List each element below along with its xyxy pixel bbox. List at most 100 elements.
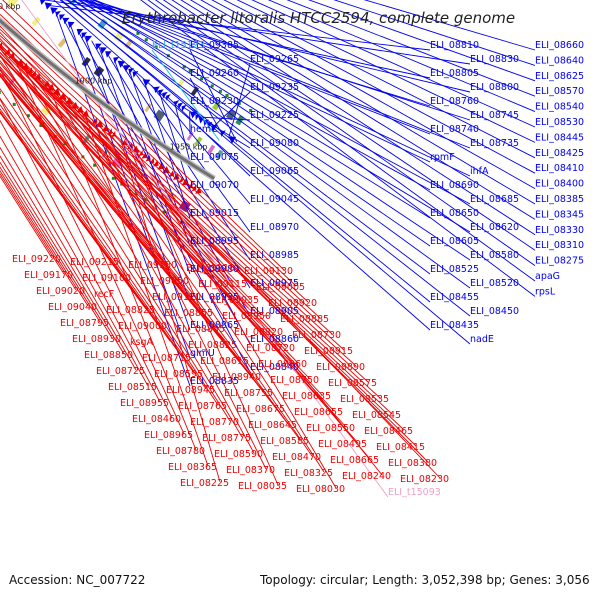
feature-bar bbox=[207, 144, 216, 155]
forward-label-connector bbox=[89, 0, 471, 205]
reverse-gene-label: ELI_08035 bbox=[238, 481, 287, 492]
forward-label-connector bbox=[140, 0, 536, 297]
forward-label-connector bbox=[154, 0, 536, 266]
forward-label-connector bbox=[200, 0, 536, 189]
forward-gene-label: ELI_08800 bbox=[470, 82, 519, 93]
gene-arrow bbox=[100, 47, 107, 54]
forward-label-connector bbox=[211, 0, 536, 174]
forward-gene-label: ELI_08810 bbox=[430, 40, 479, 51]
forward-gene-label: ELI_08445 bbox=[535, 132, 584, 143]
feature-dot bbox=[162, 210, 166, 214]
forward-label-connector bbox=[223, 0, 536, 159]
forward-label-connector bbox=[92, 0, 471, 177]
forward-gene-label: ELI_08760 bbox=[430, 96, 479, 107]
forward-gene-label: ELI_08330 bbox=[535, 225, 584, 236]
reverse-gene-label: ELI_08615 bbox=[200, 356, 249, 367]
reverse-gene-label: ELI_08380 bbox=[388, 458, 437, 469]
feature-dot bbox=[39, 124, 43, 127]
forward-gene-label: ELI_09075 bbox=[190, 152, 239, 163]
gene-arrow bbox=[63, 17, 70, 25]
forward-gene-label: hemC bbox=[190, 124, 218, 135]
feature-bar bbox=[144, 103, 153, 113]
pseudo-gene-label: ELI_t15093 bbox=[388, 487, 441, 498]
reverse-label-connector bbox=[0, 97, 195, 374]
gene-arrow bbox=[58, 92, 67, 100]
reverse-gene-label: ELI_09020 bbox=[36, 286, 85, 297]
reverse-gene-label: ELI_08465 bbox=[364, 426, 413, 437]
gene-arrow bbox=[59, 14, 66, 21]
forward-label-connector bbox=[65, 0, 431, 275]
reverse-label-connector bbox=[20, 63, 243, 438]
reverse-label-connector bbox=[55, 91, 255, 454]
forward-gene-label: ELI_08530 bbox=[535, 117, 584, 128]
reverse-label-connector bbox=[98, 123, 325, 473]
forward-gene-label: ELI_09015 bbox=[190, 208, 239, 219]
reverse-gene-label: ELI_08775 bbox=[202, 433, 251, 444]
feature-dot bbox=[136, 31, 140, 35]
reverse-gene-label: ELI_08585 bbox=[260, 436, 309, 447]
reverse-gene-label: ELI_09120 bbox=[152, 292, 201, 303]
forward-gene-label: rpmF bbox=[430, 152, 455, 163]
forward-label-connector bbox=[71, 0, 431, 247]
reverse-label-connector bbox=[0, 119, 149, 387]
forward-gene-label: ELI_08310 bbox=[535, 240, 584, 251]
gene-arrow bbox=[138, 149, 143, 157]
forward-label-connector bbox=[77, 0, 431, 219]
feature-dot bbox=[26, 114, 30, 118]
forward-gene-label: ELI_09080 bbox=[250, 138, 299, 149]
forward-gene-label: ELI_08620 bbox=[470, 222, 519, 233]
feature-bar bbox=[177, 77, 186, 87]
reverse-label-connector bbox=[48, 85, 197, 451]
reverse-label-connector bbox=[0, 155, 113, 339]
feature-bar bbox=[113, 30, 125, 43]
reverse-gene-label: ELI_08370 bbox=[226, 465, 275, 476]
reverse-gene-label: ELI_09115 bbox=[198, 279, 247, 290]
feature-dot bbox=[143, 198, 147, 202]
forward-gene-label: ELI_08660 bbox=[535, 40, 584, 51]
reverse-gene-track bbox=[0, 42, 202, 194]
forward-label-connector bbox=[53, 0, 431, 331]
reverse-label-connector bbox=[120, 139, 221, 483]
reverse-label-connector bbox=[0, 98, 161, 403]
forward-label-connector bbox=[84, 0, 431, 163]
forward-gene-label: apaG bbox=[535, 271, 560, 282]
reverse-gene-label: ELI_08675 bbox=[236, 404, 285, 415]
reverse-gene-label: ELI_08515 bbox=[108, 382, 157, 393]
forward-label-connector bbox=[48, 4, 431, 51]
reverse-gene-label: ELI_08550 bbox=[306, 423, 355, 434]
reverse-gene-label: ELI_08545 bbox=[352, 410, 401, 421]
reverse-gene-label: ELI_08495 bbox=[318, 439, 367, 450]
reverse-label-connector bbox=[0, 68, 173, 419]
gene-arrow bbox=[107, 128, 113, 135]
reverse-label-connector bbox=[0, 5, 297, 287]
reverse-gene-label: ELI_08460 bbox=[132, 414, 181, 425]
reverse-gene-label: ELI_08415 bbox=[376, 442, 425, 453]
reverse-gene-label: ELI_08795 bbox=[60, 318, 109, 329]
forward-gene-label: ELI_08830 bbox=[470, 54, 519, 65]
reverse-gene-label: ELI_09035 bbox=[210, 295, 259, 306]
reverse-gene-label: ELI_08720 bbox=[246, 343, 295, 354]
reverse-gene-label: ELI_08955 bbox=[120, 398, 169, 409]
reverse-label-connector bbox=[91, 118, 267, 470]
forward-label-connector bbox=[171, 0, 536, 236]
forward-label-connector bbox=[162, 0, 536, 251]
reverse-gene-label: ELI_08855 bbox=[164, 308, 213, 319]
forward-gene-label: ELI_08745 bbox=[470, 110, 519, 121]
reverse-gene-label: ELI_09000 bbox=[118, 321, 167, 332]
forward-gene-label: ELI_08860 bbox=[250, 334, 299, 345]
forward-label-connector bbox=[105, 51, 251, 289]
gene-arrow bbox=[85, 35, 92, 43]
forward-gene-label: ELI_09385 bbox=[190, 40, 239, 51]
reverse-gene-label: ELI_08325 bbox=[284, 468, 333, 479]
feature-bar bbox=[215, 149, 224, 160]
reverse-gene-label: ELI_08750 bbox=[270, 375, 319, 386]
forward-gene-label: ELI_08410 bbox=[535, 163, 584, 174]
kbp-tick-label: 1850 kbp bbox=[0, 2, 20, 11]
reverse-gene-label: ELI_08825 bbox=[188, 340, 237, 351]
forward-gene-label: ELI_08740 bbox=[430, 124, 479, 135]
forward-gene-label: ELI_08805 bbox=[430, 68, 479, 79]
feature-dot bbox=[144, 38, 148, 42]
reverse-label-connector bbox=[0, 54, 231, 422]
forward-gene-label: ELI_08455 bbox=[430, 292, 479, 303]
